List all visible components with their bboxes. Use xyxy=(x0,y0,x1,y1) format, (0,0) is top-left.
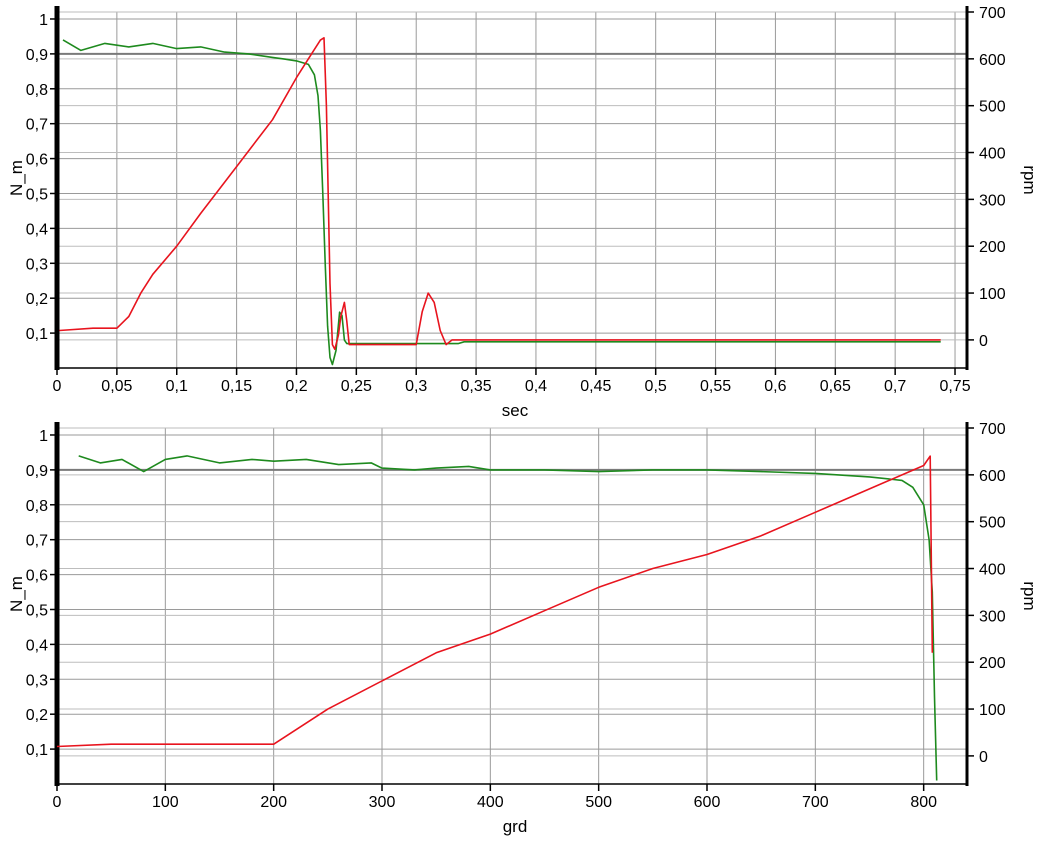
series-line-torque xyxy=(62,39,941,366)
y-left-tick-label: 0,5 xyxy=(26,186,48,203)
y-axis-label-left-top: N_m xyxy=(7,160,26,196)
y-left-tick-label: 0,2 xyxy=(26,707,48,724)
y-right-tick-label: 400 xyxy=(979,562,1006,579)
x-tick-label: 0 xyxy=(53,378,62,395)
y-right-tick-label: 400 xyxy=(979,146,1006,163)
x-tick-label: 0,2 xyxy=(285,378,307,395)
y-right-tick-label: 300 xyxy=(979,608,1006,625)
x-tick-label: 0,4 xyxy=(525,378,547,395)
series-line-rpm xyxy=(59,37,941,351)
y-right-tick-label: 100 xyxy=(979,286,1006,303)
y-right-tick-label: 200 xyxy=(979,239,1006,256)
x-tick-label: 300 xyxy=(369,794,396,811)
x-tick-label: 0,05 xyxy=(101,378,132,395)
y-left-tick-label: 0,5 xyxy=(26,602,48,619)
y-right-tick-label: 700 xyxy=(979,421,1006,438)
y-left-tick-label: 0,4 xyxy=(26,637,48,654)
y-left-tick-label: 1 xyxy=(39,12,48,29)
y-right-tick-label: 600 xyxy=(979,52,1006,69)
y-right-tick-label: 500 xyxy=(979,515,1006,532)
y-right-tick-label: 100 xyxy=(979,702,1006,719)
y-axis-label-left-bottom: N_m xyxy=(7,576,26,612)
y-left-tick-label: 0,1 xyxy=(26,742,48,759)
y-left-tick-label: 0,9 xyxy=(26,463,48,480)
y-left-tick-label: 1 xyxy=(39,428,48,445)
y-left-tick-label: 0,8 xyxy=(26,82,48,99)
x-tick-label: 0,55 xyxy=(700,378,731,395)
chart-grd: grd N_m rpm xyxy=(7,576,1039,836)
x-tick-label: 0,3 xyxy=(405,378,427,395)
series-line-rpm xyxy=(56,455,934,748)
x-tick-label: 0,6 xyxy=(764,378,786,395)
y-left-tick-label: 0,1 xyxy=(26,326,48,343)
y-left-tick-label: 0,7 xyxy=(26,533,48,550)
x-tick-label: 400 xyxy=(477,794,504,811)
x-tick-label: 0,5 xyxy=(645,378,667,395)
y-left-tick-label: 0,6 xyxy=(26,152,48,169)
y-right-tick-label: 700 xyxy=(979,5,1006,22)
y-right-tick-label: 200 xyxy=(979,655,1006,672)
x-tick-label: 800 xyxy=(910,794,937,811)
y-right-tick-label: 0 xyxy=(979,333,988,350)
x-axis-label-bottom: grd xyxy=(503,817,528,836)
x-tick-label: 0 xyxy=(53,794,62,811)
x-tick-label: 0,15 xyxy=(221,378,252,395)
y-left-tick-label: 0,4 xyxy=(26,221,48,238)
y-right-tick-label: 0 xyxy=(979,749,988,766)
y-left-tick-label: 0,9 xyxy=(26,47,48,64)
x-tick-label: 0,7 xyxy=(884,378,906,395)
x-tick-label: 0,45 xyxy=(580,378,611,395)
x-tick-label: 0,35 xyxy=(461,378,492,395)
y-right-tick-label: 600 xyxy=(979,468,1006,485)
y-right-tick-label: 300 xyxy=(979,192,1006,209)
y-left-tick-label: 0,3 xyxy=(26,672,48,689)
plot-bottom: 0 100 200 300 400 500 600 700 800 0,1 0,2 0,3 0,4 0,5… xyxy=(26,421,1006,811)
y-left-tick-label: 0,6 xyxy=(26,568,48,585)
x-tick-label: 700 xyxy=(802,794,829,811)
x-tick-label: 0,65 xyxy=(820,378,851,395)
y-axis-label-right-bottom: rpm xyxy=(1020,581,1039,610)
x-tick-label: 0,1 xyxy=(166,378,188,395)
x-tick-label: 0,25 xyxy=(341,378,372,395)
x-tick-label: 600 xyxy=(694,794,721,811)
y-axis-label-right-top: rpm xyxy=(1020,165,1039,194)
y-right-tick-label: 500 xyxy=(979,99,1006,116)
plot-top: 0 0,05 0,1 0,15 0,2 0,25 0,3 0,35 0,4 0,45 0,5 0,55… xyxy=(26,5,1006,395)
chart-sec: sec N_m rpm xyxy=(7,160,1039,420)
series-line-torque xyxy=(78,455,938,781)
x-tick-label: 100 xyxy=(152,794,179,811)
x-tick-label: 200 xyxy=(260,794,287,811)
y-left-tick-label: 0,8 xyxy=(26,498,48,515)
y-left-tick-label: 0,2 xyxy=(26,291,48,308)
x-axis-label-top: sec xyxy=(502,401,529,420)
y-left-tick-label: 0,7 xyxy=(26,117,48,134)
x-tick-label: 0,75 xyxy=(939,378,970,395)
x-tick-label: 500 xyxy=(585,794,612,811)
y-left-tick-label: 0,3 xyxy=(26,256,48,273)
